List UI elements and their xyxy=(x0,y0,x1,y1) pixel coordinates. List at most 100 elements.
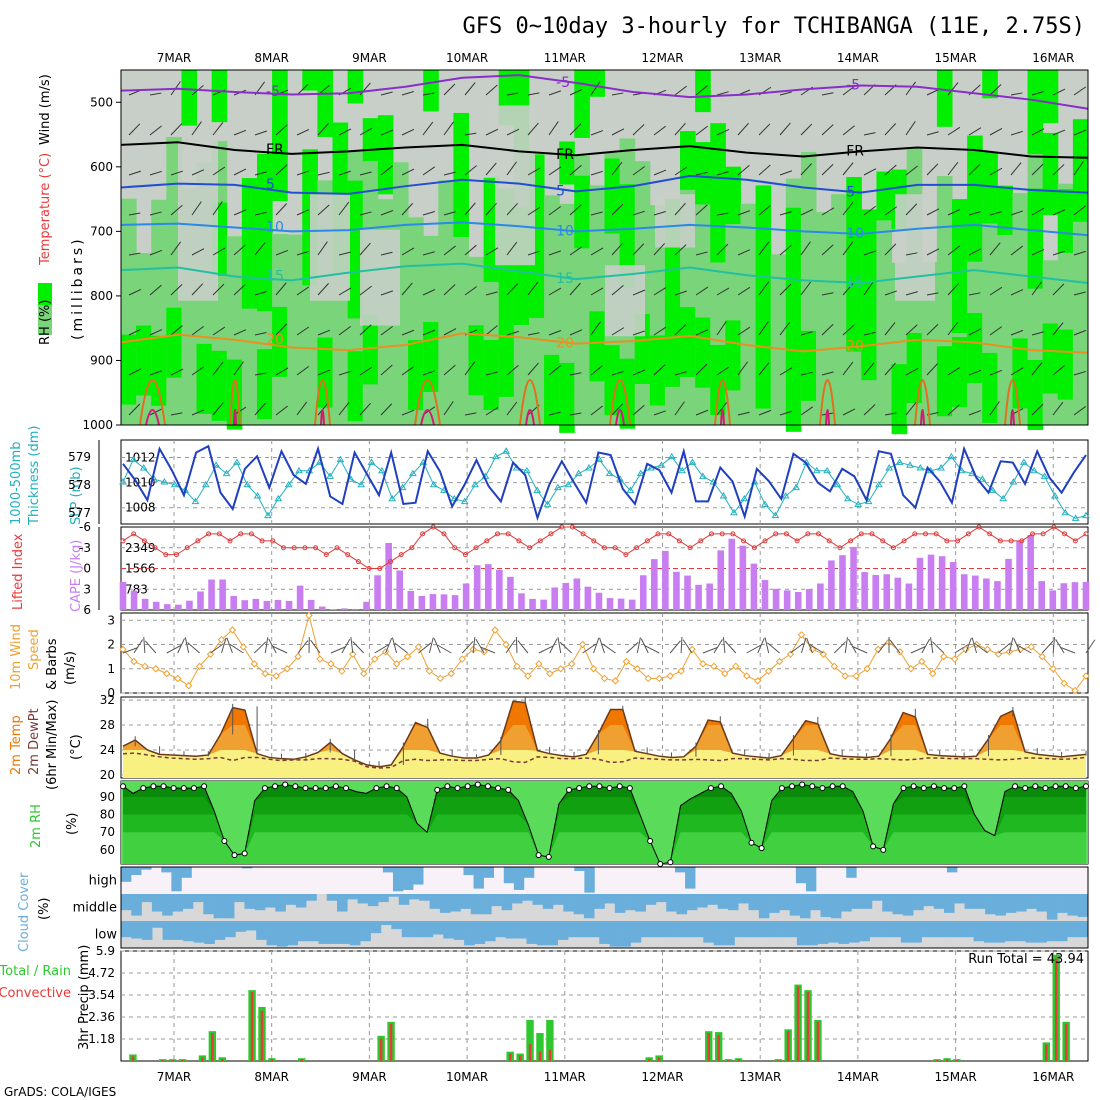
wind-barb xyxy=(443,121,454,136)
wind-barb xyxy=(989,84,1002,96)
wind-barb-10m xyxy=(954,644,969,654)
wind-barb xyxy=(1031,403,1044,416)
wind-barb xyxy=(569,329,583,336)
lifted-index-point xyxy=(366,566,372,571)
bottom-day-label: 9MAR xyxy=(352,1070,387,1084)
wind-barb xyxy=(1010,329,1024,336)
wind-barb xyxy=(1031,362,1043,376)
wind-barb-10m xyxy=(184,637,190,654)
lifted-index-point xyxy=(548,531,554,537)
precip-conv-label: Convective xyxy=(0,986,71,1001)
wind-barb xyxy=(233,209,247,216)
wind-barb-10m xyxy=(166,645,182,654)
lifted-index-point xyxy=(644,538,650,544)
cloud-bar-high xyxy=(685,867,696,889)
lifted-index-point xyxy=(987,531,993,537)
wind-barb xyxy=(716,366,730,376)
cloud-bar-middle xyxy=(172,894,184,912)
wind-barb-10m xyxy=(143,637,146,654)
rh-high-region xyxy=(649,335,666,406)
wind-speed-point xyxy=(447,669,456,678)
wind-barb xyxy=(170,241,182,256)
wind-barb xyxy=(1073,291,1086,296)
rh-mid-region xyxy=(1072,218,1089,425)
cloud-bar-middle xyxy=(1015,894,1027,912)
wind-barb-10m xyxy=(428,637,434,654)
wind-barb xyxy=(842,361,854,376)
rh2m-point xyxy=(1062,783,1069,790)
cloud-bar-low xyxy=(287,921,299,946)
wind-barb xyxy=(737,326,751,336)
lifted-index-point xyxy=(944,538,950,544)
cloud-bar-middle xyxy=(491,894,502,907)
wind-barb xyxy=(611,161,623,176)
wind-barb xyxy=(863,281,874,296)
cloud-bar-middle xyxy=(542,894,554,909)
wind-barb xyxy=(233,284,246,296)
wind-barb-10m xyxy=(680,636,683,654)
rh2m-point xyxy=(1032,783,1039,790)
cloud-bar-high xyxy=(503,867,515,884)
rh2m-point xyxy=(383,783,390,790)
wind-barb xyxy=(968,410,982,416)
rh2m-point xyxy=(647,838,654,845)
lifted-index-point xyxy=(398,552,404,558)
cloud-bar-high xyxy=(141,867,152,870)
lifted-index-point xyxy=(698,538,704,544)
wind-barb xyxy=(842,408,856,416)
wind-barb xyxy=(506,364,519,376)
cape-bar xyxy=(1071,582,1079,610)
cloud-bar-middle xyxy=(254,894,266,911)
bottom-day-label: 16MAR xyxy=(1032,1070,1074,1084)
rh-high-region xyxy=(680,307,696,378)
cloud-bar-low xyxy=(536,921,548,946)
wind-barb xyxy=(275,323,288,336)
wind-barb xyxy=(338,128,352,136)
wind-barb-10m xyxy=(746,644,761,654)
wind-barb xyxy=(632,124,645,136)
cloud-bar-middle xyxy=(738,894,749,904)
wind10m-tick-label: 2 xyxy=(107,638,115,652)
wind-barb xyxy=(548,250,562,256)
cloud-bar-low xyxy=(349,921,361,946)
rh-high-region xyxy=(846,177,862,352)
thickness-point xyxy=(160,478,169,485)
wind-barb xyxy=(149,370,163,376)
wind-barb xyxy=(485,247,499,256)
wind-barb xyxy=(674,290,687,296)
wind-barb xyxy=(191,169,205,176)
wind-barb xyxy=(359,366,373,376)
wind-barb xyxy=(653,326,667,336)
rh-high-region xyxy=(544,354,560,425)
wind-speed-point xyxy=(557,665,565,673)
isotherm-label: 15 xyxy=(556,271,574,287)
wind-barb xyxy=(485,202,497,216)
pressure-axis-label: (millibars) xyxy=(70,236,86,340)
wind-barb xyxy=(968,328,982,336)
wind-barb xyxy=(989,369,1003,376)
lifted-index-point xyxy=(484,538,490,544)
wind-barb-10m xyxy=(264,637,269,654)
cloud-bar-middle xyxy=(337,894,348,912)
thickness-point xyxy=(429,480,438,488)
isotherm-label: 20 xyxy=(556,336,574,352)
cloud-bar-low xyxy=(984,921,995,943)
cloud-bar-middle xyxy=(871,894,883,901)
wind-barb xyxy=(611,92,624,96)
wind-speed-point xyxy=(184,682,193,690)
cloud-bar-middle xyxy=(717,894,729,909)
cloud-bar-low xyxy=(609,921,621,947)
top-day-label: 10MAR xyxy=(446,51,488,65)
thickness-point xyxy=(388,494,397,502)
lifted-index-point xyxy=(997,538,1003,544)
wind-barb xyxy=(905,367,919,376)
lifted-index-label: Lifted Index xyxy=(11,533,26,610)
cape-bar xyxy=(960,574,968,610)
wind-barb-10m xyxy=(461,640,474,654)
cloud-bar-middle xyxy=(758,894,770,919)
thickness-point xyxy=(1082,511,1090,519)
pressure-tick-label: 800 xyxy=(90,289,113,303)
rh-high-region xyxy=(423,70,439,112)
wind-barb xyxy=(1010,92,1023,96)
thickness-point xyxy=(761,500,769,507)
